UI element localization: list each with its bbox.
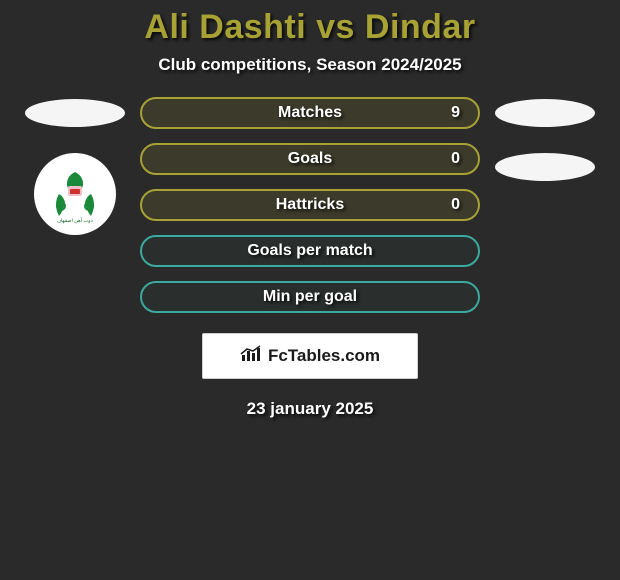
stat-min-per-goal: Min per goal: [140, 281, 480, 313]
svg-text:ذوب آهن اصفهان: ذوب آهن اصفهان: [57, 217, 93, 224]
stat-label: Matches: [278, 104, 342, 122]
left-player-column: ذوب آهن اصفهان: [20, 97, 130, 379]
stat-label: Min per goal: [263, 288, 357, 306]
right-club-badge-placeholder: [495, 153, 595, 181]
page-title: Ali Dashti vs Dindar: [144, 8, 475, 47]
stat-value-right: 0: [451, 196, 460, 214]
stat-value-right: 9: [451, 104, 460, 122]
subtitle: Club competitions, Season 2024/2025: [158, 55, 461, 75]
stat-label: Goals: [288, 150, 332, 168]
comparison-row: ذوب آهن اصفهان Matches 9 Goals 0 Hattric…: [0, 97, 620, 379]
left-club-badge: ذوب آهن اصفهان: [34, 153, 116, 235]
stat-hattricks: Hattricks 0: [140, 189, 480, 221]
brand-label: FcTables.com: [268, 346, 380, 366]
stat-matches: Matches 9: [140, 97, 480, 129]
left-player-avatar: [25, 99, 125, 127]
stats-column: Matches 9 Goals 0 Hattricks 0 Goals per …: [140, 97, 480, 379]
stat-label: Goals per match: [247, 242, 372, 260]
stat-goals: Goals 0: [140, 143, 480, 175]
stat-label: Hattricks: [276, 196, 344, 214]
brand-attribution[interactable]: FcTables.com: [202, 333, 418, 379]
stat-goals-per-match: Goals per match: [140, 235, 480, 267]
right-player-avatar: [495, 99, 595, 127]
chart-icon: [240, 345, 262, 368]
snapshot-date: 23 january 2025: [247, 399, 374, 419]
stat-value-right: 0: [451, 150, 460, 168]
right-player-column: [490, 97, 600, 379]
club-crest-icon: ذوب آهن اصفهان: [45, 164, 105, 224]
